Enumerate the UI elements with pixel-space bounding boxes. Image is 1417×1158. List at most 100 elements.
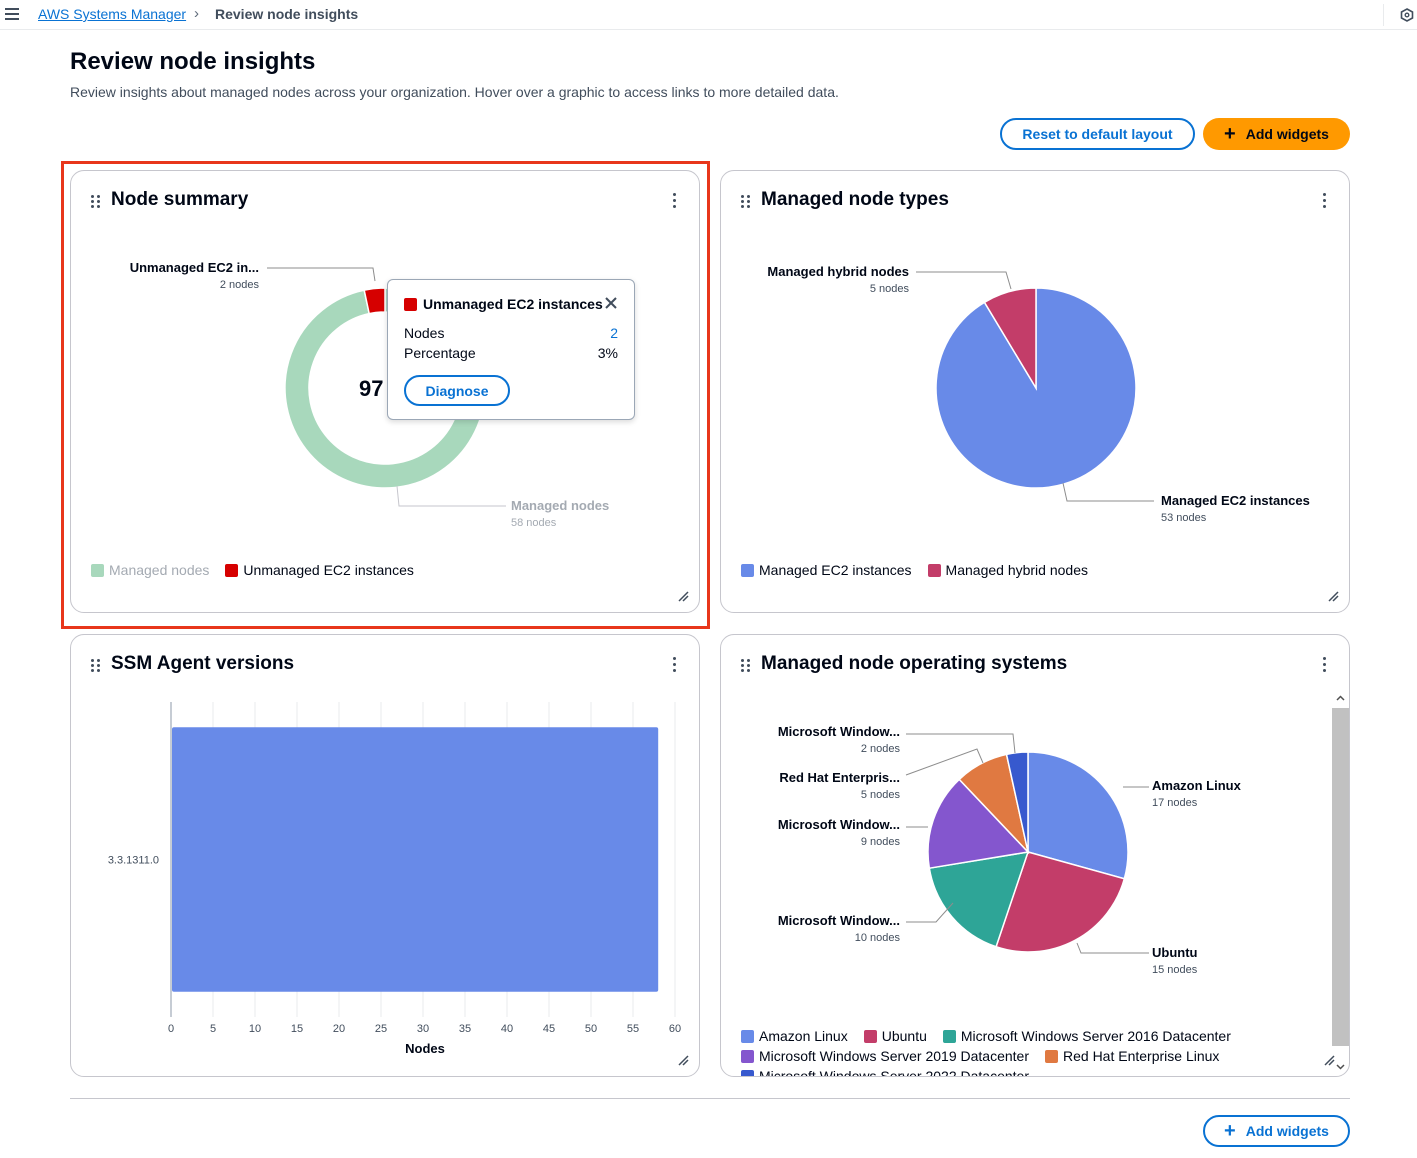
popover-nodes-label: Nodes xyxy=(404,325,445,341)
leader-line xyxy=(1076,942,1149,954)
legend-label: Microsoft Windows Server 2016 Datacenter xyxy=(960,1028,1231,1044)
leader-line xyxy=(267,267,376,282)
x-tick-label: 35 xyxy=(459,1023,471,1035)
drag-handle-icon[interactable] xyxy=(741,659,751,673)
x-tick-label: 20 xyxy=(333,1023,345,1035)
leader-line xyxy=(396,485,506,507)
os-ubuntu-count: 15 nodes xyxy=(1152,964,1198,976)
more-actions-icon[interactable] xyxy=(1321,193,1327,209)
managed-hybrid-slice[interactable] xyxy=(983,287,1037,391)
legend-item-managed-ec2[interactable]: Managed EC2 instances xyxy=(741,562,912,578)
legend-label: Red Hat Enterprise Linux xyxy=(1063,1048,1220,1064)
more-actions-icon[interactable] xyxy=(671,193,677,209)
x-tick-label: 60 xyxy=(669,1023,681,1035)
amazon-linux-slice[interactable] xyxy=(1027,751,1129,880)
breadcrumb-current: Review node insights xyxy=(215,6,359,22)
center-total-value: 97 xyxy=(359,376,383,401)
win2016-slice[interactable] xyxy=(928,851,1030,948)
legend-swatch xyxy=(225,563,239,577)
agent-version-bar[interactable] xyxy=(172,727,659,992)
drag-handle-icon[interactable] xyxy=(741,195,751,209)
more-actions-icon[interactable] xyxy=(671,657,677,673)
menu-icon[interactable] xyxy=(5,8,19,20)
win2022-slice[interactable] xyxy=(1005,751,1029,853)
legend-label: Managed nodes xyxy=(109,562,210,578)
popover-row-percentage: Percentage 3% xyxy=(404,345,618,361)
legend-item-win2019[interactable]: Microsoft Windows Server 2019 Datacenter xyxy=(741,1046,1029,1066)
drag-handle-icon[interactable] xyxy=(91,195,101,209)
x-tick-label: 30 xyxy=(417,1023,429,1035)
add-widgets-bottom-label: Add widgets xyxy=(1245,1123,1329,1139)
managed-nodes-slice[interactable] xyxy=(284,287,486,489)
os-win2016-label[interactable]: Microsoft Window... xyxy=(777,913,900,928)
os-amazon-linux-label[interactable]: Amazon Linux xyxy=(1152,778,1241,793)
operating-systems-widget: Managed node operating systems Microsoft… xyxy=(720,634,1350,1077)
plus-icon: + xyxy=(1224,123,1236,145)
os-win2016-count: 10 nodes xyxy=(854,932,900,944)
top-divider xyxy=(1383,4,1384,26)
x-tick-label: 5 xyxy=(210,1023,216,1035)
resize-handle-icon[interactable] xyxy=(677,1054,689,1066)
chart-legend: Amazon Linux Ubuntu Microsoft Windows Se… xyxy=(741,1026,1321,1076)
legend-swatch xyxy=(927,563,941,577)
os-amazon-linux-count: 17 nodes xyxy=(1152,797,1198,809)
reset-layout-button[interactable]: Reset to default layout xyxy=(1000,118,1195,150)
page-description: Review insights about managed nodes acro… xyxy=(70,84,839,100)
breadcrumb-root-link[interactable]: AWS Systems Manager xyxy=(38,6,187,22)
unmanaged-ec2-count: 2 nodes xyxy=(219,279,259,291)
os-win2022-count: 2 nodes xyxy=(860,743,900,755)
legend-label: Amazon Linux xyxy=(759,1028,848,1044)
more-actions-icon[interactable] xyxy=(1321,657,1327,673)
ssm-agent-versions-widget: SSM Agent versions 0 5 10 15 20 25 30 35 40 45 50 5… xyxy=(70,634,700,1077)
popover-nodes-link[interactable]: 2 xyxy=(610,325,618,341)
legend-label: Managed EC2 instances xyxy=(759,562,912,578)
os-rhel-label[interactable]: Red Hat Enterpris... xyxy=(779,770,900,785)
managed-hybrid-label[interactable]: Managed hybrid nodes xyxy=(767,264,909,279)
legend-item-managed-hybrid[interactable]: Managed hybrid nodes xyxy=(927,562,1088,578)
os-ubuntu-label[interactable]: Ubuntu xyxy=(1152,945,1198,960)
legend-item-unmanaged-ec2[interactable]: Unmanaged EC2 instances xyxy=(225,562,414,578)
unmanaged-ec2-label[interactable]: Unmanaged EC2 in... xyxy=(129,260,259,275)
x-tick-label: 0 xyxy=(168,1023,174,1035)
add-widgets-label: Add widgets xyxy=(1245,126,1329,142)
os-win2022-label[interactable]: Microsoft Window... xyxy=(777,724,900,739)
legend-item-managed-nodes[interactable]: Managed nodes xyxy=(91,562,209,578)
managed-hybrid-count: 5 nodes xyxy=(869,283,909,295)
popover-swatch xyxy=(404,297,417,311)
legend-swatch xyxy=(942,1029,956,1043)
legend-item-amazon-linux[interactable]: Amazon Linux xyxy=(741,1026,848,1046)
drag-handle-icon[interactable] xyxy=(91,659,101,673)
os-win2019-label[interactable]: Microsoft Window... xyxy=(777,817,900,832)
scroll-up-icon[interactable] xyxy=(1336,694,1345,703)
resize-handle-icon[interactable] xyxy=(1323,1054,1335,1066)
x-tick-label: 25 xyxy=(375,1023,387,1035)
legend-item-win2022[interactable]: Microsoft Windows Server 2022 Datacenter xyxy=(741,1066,1029,1076)
add-widgets-bottom-button[interactable]: + Add widgets xyxy=(1203,1115,1350,1147)
x-axis-title: Nodes xyxy=(405,1041,445,1056)
scroll-down-icon[interactable] xyxy=(1336,1062,1345,1071)
os-widget-scrollbar[interactable] xyxy=(1332,690,1349,1075)
legend-item-rhel[interactable]: Red Hat Enterprise Linux xyxy=(1045,1046,1219,1066)
x-tick-label: 10 xyxy=(249,1023,261,1035)
y-tick-label: 3.3.1311.0 xyxy=(108,855,159,867)
diagnose-button[interactable]: Diagnose xyxy=(404,375,510,406)
legend-item-ubuntu[interactable]: Ubuntu xyxy=(863,1026,927,1046)
reset-layout-label: Reset to default layout xyxy=(1022,126,1173,142)
resize-handle-icon[interactable] xyxy=(677,590,689,602)
ubuntu-slice[interactable] xyxy=(995,851,1126,953)
resize-handle-icon[interactable] xyxy=(1327,590,1339,602)
os-rhel-count: 5 nodes xyxy=(860,789,900,801)
close-icon[interactable] xyxy=(604,296,618,310)
scrollbar-thumb[interactable] xyxy=(1332,708,1349,1046)
legend-item-win2016[interactable]: Microsoft Windows Server 2016 Datacenter xyxy=(942,1026,1231,1046)
managed-nodes-label[interactable]: Managed nodes xyxy=(511,498,610,513)
managed-ec2-label[interactable]: Managed EC2 instances xyxy=(1161,493,1310,508)
add-widgets-button[interactable]: + Add widgets xyxy=(1203,118,1350,150)
managed-node-types-widget: Managed node types Managed hybrid nodes … xyxy=(720,170,1350,613)
legend-label: Microsoft Windows Server 2019 Datacenter xyxy=(759,1048,1029,1064)
widget-title: Node summary xyxy=(111,189,249,210)
win2019-slice[interactable] xyxy=(927,778,1030,870)
popover-title-text: Unmanaged EC2 instances xyxy=(423,296,603,312)
info-icon[interactable] xyxy=(1400,8,1414,22)
unmanaged-ec2-slice[interactable] xyxy=(363,287,386,315)
